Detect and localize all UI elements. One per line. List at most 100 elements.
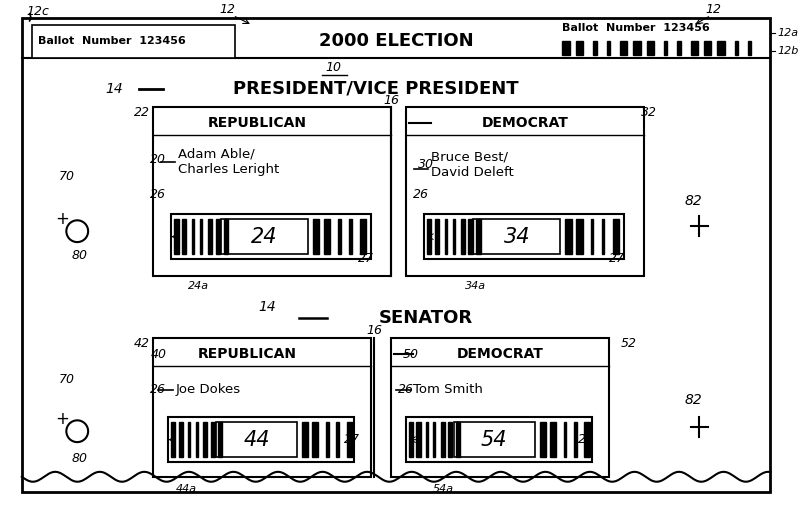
Bar: [208, 219, 212, 254]
Bar: [424, 214, 624, 259]
Text: 14: 14: [105, 82, 122, 96]
Bar: [168, 417, 354, 462]
Bar: [566, 219, 571, 254]
Bar: [192, 219, 194, 254]
Bar: [576, 219, 582, 254]
Text: +: +: [55, 210, 70, 228]
Bar: [178, 423, 183, 457]
Text: 10: 10: [326, 61, 342, 75]
Bar: [200, 219, 202, 254]
Text: 50: 50: [403, 348, 419, 361]
Text: 42: 42: [134, 337, 150, 350]
Text: PRESIDENT/VICE PRESIDENT: PRESIDENT/VICE PRESIDENT: [234, 80, 519, 98]
Bar: [224, 219, 228, 254]
Bar: [312, 423, 318, 457]
Text: Joe Dokes: Joe Dokes: [175, 383, 240, 396]
Text: Tom Smith: Tom Smith: [413, 383, 482, 396]
Bar: [349, 219, 352, 254]
Text: 12b: 12b: [778, 46, 798, 56]
Text: 22: 22: [134, 106, 150, 119]
Bar: [735, 41, 738, 55]
Bar: [216, 423, 297, 457]
Bar: [540, 423, 546, 457]
Text: 82: 82: [684, 393, 702, 407]
Bar: [441, 423, 445, 457]
Text: 27: 27: [343, 433, 359, 446]
Bar: [584, 423, 590, 457]
Bar: [406, 417, 592, 462]
Text: 26: 26: [413, 188, 429, 201]
Bar: [426, 219, 431, 254]
Text: 12: 12: [705, 3, 721, 16]
Text: 2000 ELECTION: 2000 ELECTION: [318, 32, 474, 50]
Text: 24: 24: [251, 227, 278, 247]
Bar: [620, 41, 627, 55]
Bar: [613, 219, 618, 254]
Text: 26: 26: [150, 188, 166, 201]
Bar: [216, 219, 220, 254]
Text: Bruce Best/
David Deleft: Bruce Best/ David Deleft: [430, 151, 514, 179]
Bar: [336, 423, 339, 457]
Text: 54a: 54a: [433, 484, 454, 493]
Text: Ballot  Number  123456: Ballot Number 123456: [562, 23, 710, 33]
Text: 20: 20: [150, 153, 166, 167]
Bar: [474, 219, 561, 254]
Bar: [468, 219, 473, 254]
Bar: [406, 107, 644, 276]
Text: 12a: 12a: [778, 28, 798, 38]
Bar: [564, 423, 566, 457]
Text: 27: 27: [358, 252, 374, 265]
Bar: [391, 338, 609, 477]
Text: 34a: 34a: [465, 281, 486, 290]
Bar: [326, 423, 329, 457]
Bar: [453, 219, 454, 254]
Bar: [196, 423, 198, 457]
Bar: [461, 219, 465, 254]
Text: 34: 34: [504, 227, 530, 247]
Bar: [678, 41, 681, 55]
Text: 30: 30: [418, 158, 434, 171]
Bar: [171, 423, 175, 457]
Bar: [346, 423, 353, 457]
Bar: [218, 423, 222, 457]
Bar: [221, 219, 308, 254]
Text: Ballot  Number  123456: Ballot Number 123456: [38, 36, 186, 46]
Text: 16: 16: [366, 324, 382, 337]
Bar: [434, 423, 435, 457]
Bar: [448, 423, 453, 457]
Bar: [562, 41, 570, 55]
Text: REPUBLICAN: REPUBLICAN: [208, 116, 307, 130]
Text: 44: 44: [243, 430, 270, 450]
Bar: [360, 219, 366, 254]
Text: 70: 70: [59, 373, 75, 386]
Bar: [203, 423, 207, 457]
Bar: [32, 25, 234, 58]
Bar: [154, 107, 391, 276]
Text: 26: 26: [398, 383, 414, 396]
Bar: [409, 423, 413, 457]
Bar: [416, 423, 421, 457]
Text: SENATOR: SENATOR: [378, 309, 473, 327]
Text: 82: 82: [684, 194, 702, 209]
Bar: [602, 219, 605, 254]
Bar: [476, 219, 481, 254]
Bar: [550, 423, 556, 457]
Text: 14: 14: [258, 301, 276, 315]
Bar: [590, 219, 594, 254]
Bar: [338, 219, 341, 254]
Text: +: +: [55, 410, 70, 428]
Bar: [690, 41, 698, 55]
Bar: [594, 41, 597, 55]
Text: REPUBLICAN: REPUBLICAN: [198, 347, 297, 361]
Text: 16: 16: [383, 94, 399, 107]
Bar: [210, 423, 215, 457]
Bar: [154, 338, 371, 477]
Bar: [606, 41, 610, 55]
Text: 24a: 24a: [187, 281, 209, 290]
Text: 54: 54: [481, 430, 507, 450]
Bar: [634, 41, 641, 55]
Bar: [748, 41, 751, 55]
Text: 26: 26: [150, 383, 166, 396]
Bar: [189, 423, 190, 457]
Text: 80: 80: [71, 452, 87, 466]
